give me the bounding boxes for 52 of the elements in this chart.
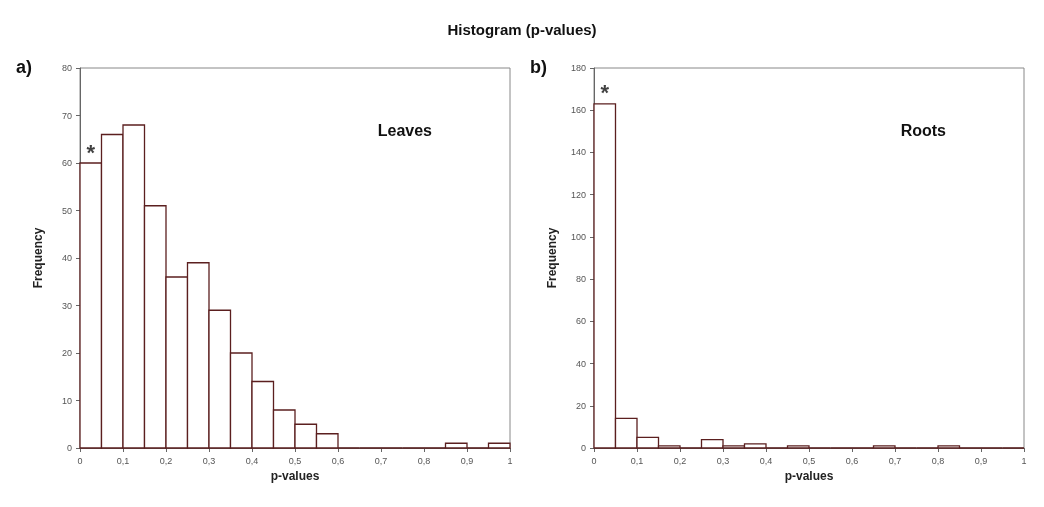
x-tick-label: 0,5 — [802, 455, 816, 466]
x-tick-label: 0,2 — [159, 455, 173, 466]
x-tick-label: 1 — [1021, 455, 1027, 466]
x-tick-label: 0,3 — [716, 455, 730, 466]
x-tick-label: 0,9 — [974, 455, 988, 466]
y-tick-label: 120 — [570, 189, 586, 200]
y-axis-title: Frequency — [545, 227, 559, 289]
x-tick-label: 0,4 — [245, 455, 259, 466]
y-tick-label: 60 — [575, 316, 586, 327]
x-tick-label: 0,4 — [759, 455, 773, 466]
chart-title: Histogram (p-values) — [446, 20, 598, 40]
annotation: * — [86, 139, 96, 165]
x-tick-label: 0 — [77, 455, 83, 466]
x-axis-title: p-values — [784, 469, 834, 483]
x-tick-label: 0 — [591, 455, 597, 466]
y-tick-label: 60 — [61, 158, 72, 168]
x-axis-title: p-values — [270, 469, 320, 483]
y-tick-label: 0 — [580, 443, 586, 453]
y-tick-label: 80 — [61, 63, 72, 73]
y-tick-label: 0 — [66, 443, 72, 453]
x-tick-label: 0,5 — [288, 455, 302, 466]
y-tick-label: 140 — [570, 147, 586, 158]
text: b) — [530, 57, 547, 77]
y-tick-label: 80 — [575, 274, 586, 285]
y-tick-label: 20 — [575, 400, 586, 411]
x-tick-label: 0,6 — [845, 455, 859, 466]
x-tick-label: 0,8 — [931, 455, 945, 466]
annotation: Roots — [900, 121, 947, 139]
y-tick-label: 40 — [61, 253, 72, 263]
y-tick-label: 50 — [61, 205, 72, 216]
x-tick-label: 0,1 — [630, 455, 644, 466]
y-tick-label: 30 — [61, 300, 72, 311]
text: a) — [16, 57, 33, 77]
y-tick-label: 20 — [61, 348, 72, 358]
x-tick-label: 0,9 — [460, 455, 474, 466]
y-tick-label: 70 — [61, 110, 72, 121]
y-axis-title: Frequency — [31, 227, 45, 289]
x-tick-label: 0,8 — [417, 455, 431, 466]
x-tick-label: 1 — [507, 455, 513, 466]
y-tick-label: 160 — [570, 105, 586, 116]
x-tick-label: 0,3 — [202, 455, 216, 466]
x-tick-label: 0,2 — [673, 455, 687, 466]
x-tick-label: 0,1 — [116, 455, 130, 466]
y-tick-label: 40 — [575, 358, 586, 369]
y-tick-label: 180 — [570, 63, 586, 73]
x-tick-label: 0,6 — [331, 455, 345, 466]
y-tick-label: 100 — [570, 231, 586, 242]
x-tick-label: 0,7 — [888, 455, 902, 466]
x-tick-label: 0,7 — [374, 455, 388, 466]
annotation: Leaves — [377, 121, 433, 139]
annotation: * — [600, 80, 610, 106]
y-tick-label: 10 — [61, 395, 72, 406]
